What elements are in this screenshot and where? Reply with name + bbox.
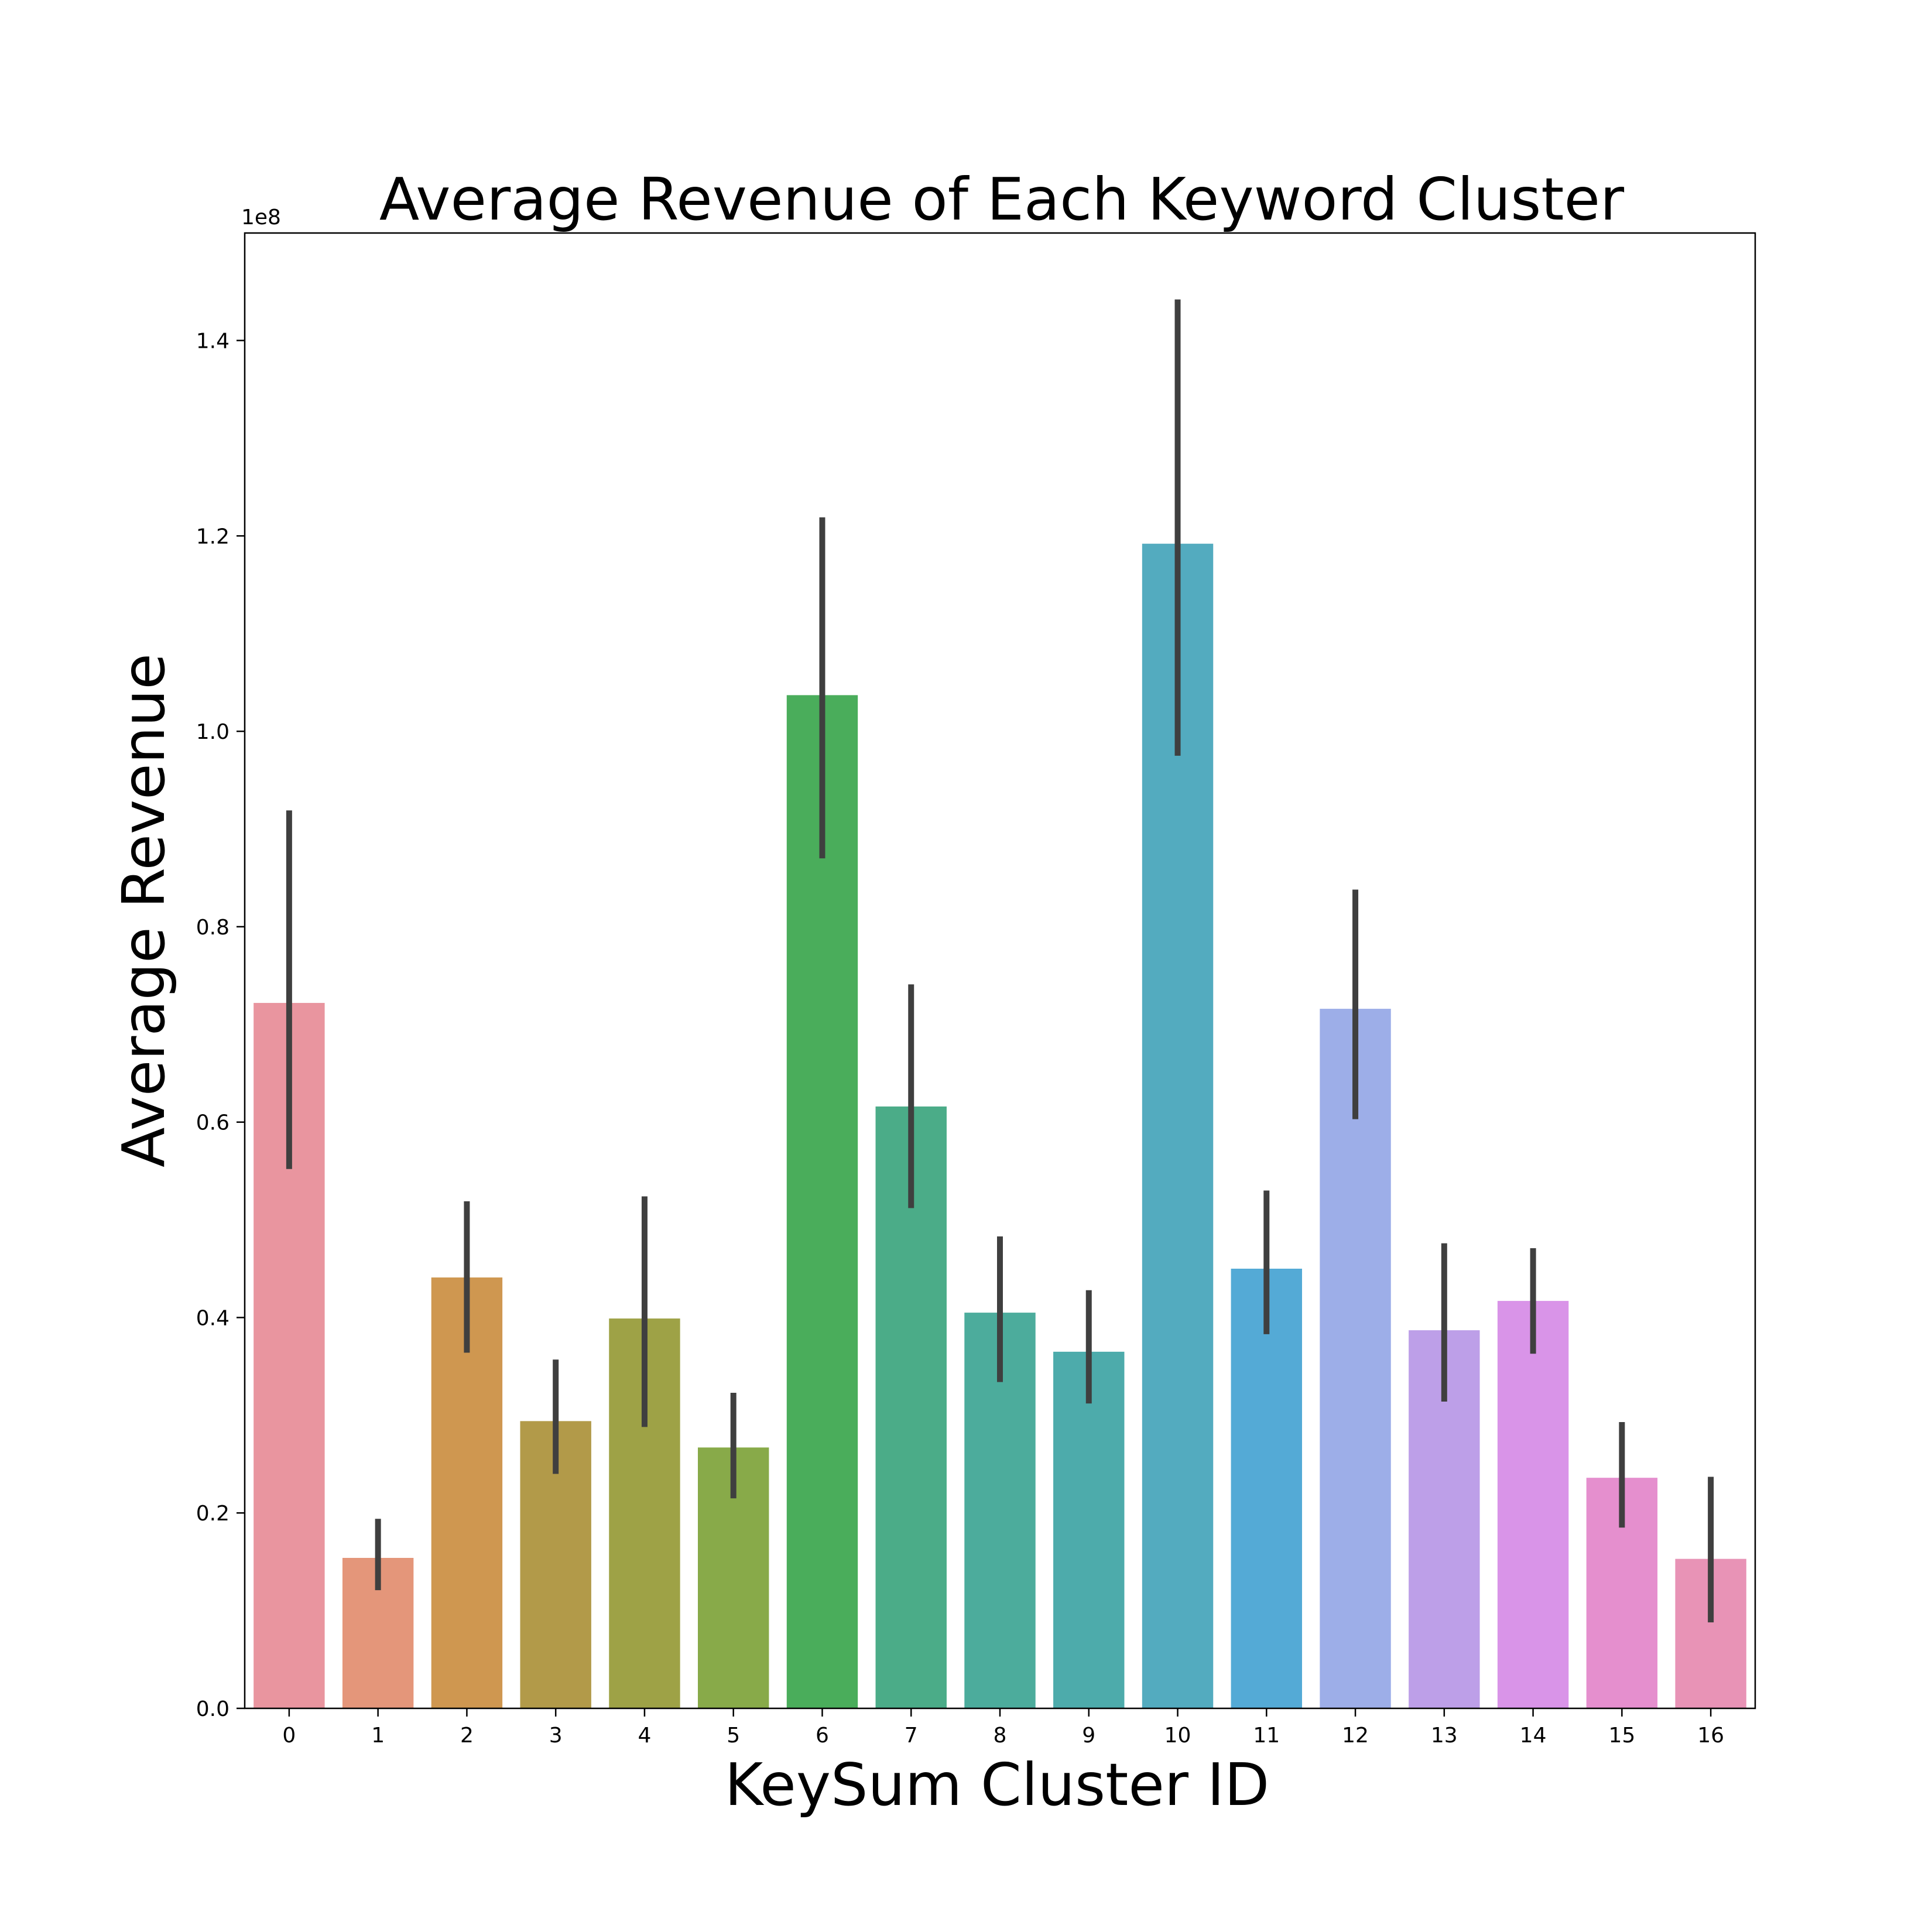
x-tick-label: 8 [994,1724,1007,1748]
x-axis-ticks: 0 1 2 3 4 5 6 7 8 9 10 11 12 13 14 15 16 [282,1708,1724,1748]
x-tick-label: 14 [1520,1724,1547,1748]
x-tick-label: 12 [1342,1724,1369,1748]
chart-title: Average Revenue of Each Keyword Cluster [379,165,1625,234]
bars-group [254,543,1746,1709]
x-tick-label: 11 [1253,1724,1280,1748]
y-axis-label: Average Revenue [109,653,178,1167]
y-tick-label: 1.4 [196,330,229,354]
y-axis-ticks: 0.0 0.2 0.4 0.6 0.8 1.0 1.2 1.4 [196,330,245,1721]
y-tick-label: 0.0 [196,1697,229,1721]
x-tick-label: 9 [1082,1724,1095,1748]
bar-cluster-14 [1497,1301,1569,1708]
x-tick-label: 7 [905,1724,918,1748]
bar-cluster-6 [786,695,858,1708]
x-tick-label: 16 [1697,1724,1724,1748]
error-bars-group [286,299,1714,1623]
bar-cluster-12 [1320,1009,1391,1708]
x-tick-label: 6 [816,1724,829,1748]
y-tick-label: 0.8 [196,916,229,940]
y-tick-label: 0.6 [196,1111,229,1135]
x-tick-label: 3 [549,1724,563,1748]
x-tick-label: 13 [1431,1724,1458,1748]
x-tick-label: 4 [638,1724,651,1748]
y-tick-label: 0.4 [196,1306,229,1330]
x-tick-label: 15 [1608,1724,1635,1748]
x-tick-label: 0 [282,1724,296,1748]
x-tick-label: 5 [727,1724,740,1748]
x-axis-label: KeySum Cluster ID [725,1751,1270,1819]
y-tick-label: 1.0 [196,720,229,744]
y-tick-label: 0.2 [196,1502,229,1526]
y-axis-offset-label: 1e8 [241,205,281,229]
x-tick-label: 2 [460,1724,474,1748]
y-tick-label: 1.2 [196,525,229,549]
plot-area-frame [244,232,1756,1710]
bar-cluster-11 [1231,1269,1302,1708]
x-tick-label: 10 [1164,1724,1191,1748]
x-tick-label: 1 [371,1724,385,1748]
bar-cluster-9 [1053,1351,1125,1708]
